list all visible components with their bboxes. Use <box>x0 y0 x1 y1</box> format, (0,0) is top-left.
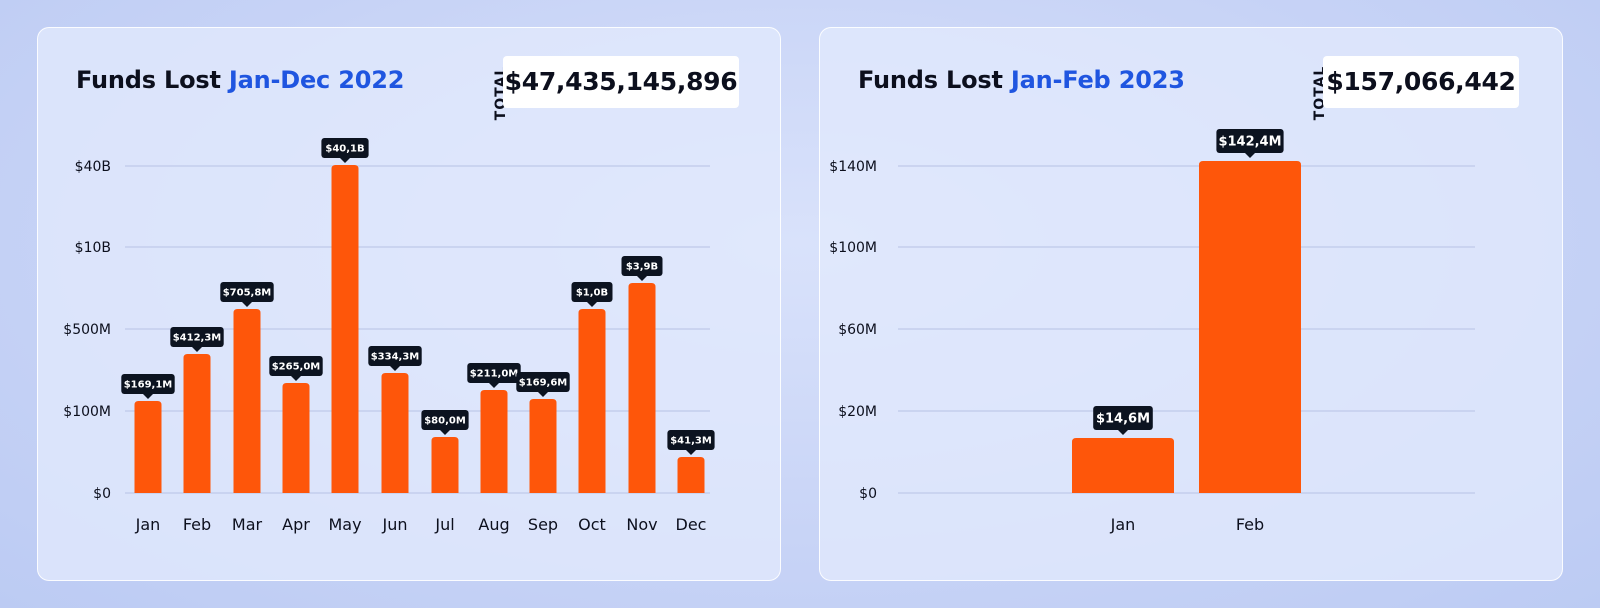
x-tick-label: Mar <box>232 515 263 534</box>
data-label: $705,8M <box>220 282 274 307</box>
title-highlight: Jan-Feb 2023 <box>1010 66 1185 94</box>
data-label: $142,4M <box>1216 129 1284 158</box>
x-tick-label: Jan <box>1110 515 1136 534</box>
y-tick-label: $100M <box>829 240 877 256</box>
y-tick-label: $140M <box>829 159 877 175</box>
data-label: $334,3M <box>368 346 422 371</box>
bar <box>578 309 606 493</box>
bar <box>1199 161 1301 493</box>
data-label: $169,6M <box>516 372 570 397</box>
data-label: $412,3M <box>170 327 224 352</box>
data-label-text: $412,3M <box>173 333 222 344</box>
data-label-text: $211,0M <box>470 369 519 380</box>
x-tick-label: Nov <box>626 515 657 534</box>
data-label-text: $40,1B <box>325 144 364 155</box>
chart-title: Funds Lost Jan-Dec 2022 <box>76 66 404 94</box>
bar <box>1072 438 1174 493</box>
y-tick-label: $0 <box>93 486 111 502</box>
title-highlight: Jan-Dec 2022 <box>228 66 405 94</box>
y-tick-label: $40B <box>75 159 111 175</box>
data-label-text: $3,9B <box>626 262 658 273</box>
chart-panel-2022: Funds Lost Jan-Dec 2022 TOTAL $47,435,14… <box>37 27 781 581</box>
x-tick-label: Feb <box>183 515 211 534</box>
data-label-text: $265,0M <box>272 362 321 373</box>
data-label: $40,1B <box>321 138 369 163</box>
data-label: $41,3M <box>667 430 715 455</box>
x-tick-label: Jan <box>135 515 161 534</box>
y-tick-label: $60M <box>838 322 877 338</box>
data-label: $169,1M <box>121 374 175 399</box>
bar <box>282 383 310 493</box>
y-tick-label: $500M <box>63 322 111 338</box>
data-label-text: $705,8M <box>223 288 272 299</box>
data-label: $265,0M <box>269 356 323 381</box>
x-tick-label: Oct <box>578 515 606 534</box>
x-tick-label: Feb <box>1236 515 1264 534</box>
bar <box>183 354 211 493</box>
data-label-text: $14,6M <box>1096 412 1150 427</box>
data-label: $1,0B <box>571 282 613 307</box>
y-tick-label: $20M <box>838 404 877 420</box>
data-label: $14,6M <box>1093 406 1153 435</box>
bar <box>628 283 656 493</box>
data-label-text: $41,3M <box>670 436 712 447</box>
x-tick-label: Apr <box>282 515 310 534</box>
data-label: $3,9B <box>621 256 663 281</box>
x-tick-label: Dec <box>676 515 707 534</box>
x-tick-label: Sep <box>528 515 558 534</box>
total-value: $47,435,145,896 <box>503 56 739 108</box>
data-label-text: $169,1M <box>124 380 173 391</box>
bar <box>431 437 459 493</box>
y-tick-label: $100M <box>63 404 111 420</box>
bar <box>331 165 359 493</box>
bar <box>134 401 162 493</box>
bar <box>529 399 557 493</box>
data-label-text: $1,0B <box>576 288 608 299</box>
bar <box>233 309 261 493</box>
data-label-text: $169,6M <box>519 378 568 389</box>
data-label: $80,0M <box>421 410 469 435</box>
bar <box>677 457 705 493</box>
title-prefix: Funds Lost <box>76 66 229 94</box>
total-value: $157,066,442 <box>1323 56 1519 108</box>
data-label: $211,0M <box>467 363 521 388</box>
data-label-text: $334,3M <box>371 352 420 363</box>
data-label-text: $142,4M <box>1218 135 1281 150</box>
x-tick-label: Jun <box>382 515 408 534</box>
x-tick-label: May <box>328 515 361 534</box>
data-label-text: $80,0M <box>424 416 466 427</box>
chart-panel-2023: Funds Lost Jan-Feb 2023 TOTAL $157,066,4… <box>819 27 1563 581</box>
bar-chart-2023: $0 $20M $60M $100M $140M Jan $14,6M Feb $142,4M <box>829 129 1475 534</box>
y-tick-label: $0 <box>859 486 877 502</box>
chart-title: Funds Lost Jan-Feb 2023 <box>858 66 1185 94</box>
bar <box>381 373 409 493</box>
title-prefix: Funds Lost <box>858 66 1011 94</box>
bar-chart-2022: $0 $100M $500M $10B $40B Jan $169,1M Feb $412,3M… <box>63 138 715 534</box>
x-tick-label: Jul <box>434 515 454 534</box>
x-tick-label: Aug <box>478 515 509 534</box>
bar <box>480 390 508 493</box>
y-tick-label: $10B <box>75 240 111 256</box>
